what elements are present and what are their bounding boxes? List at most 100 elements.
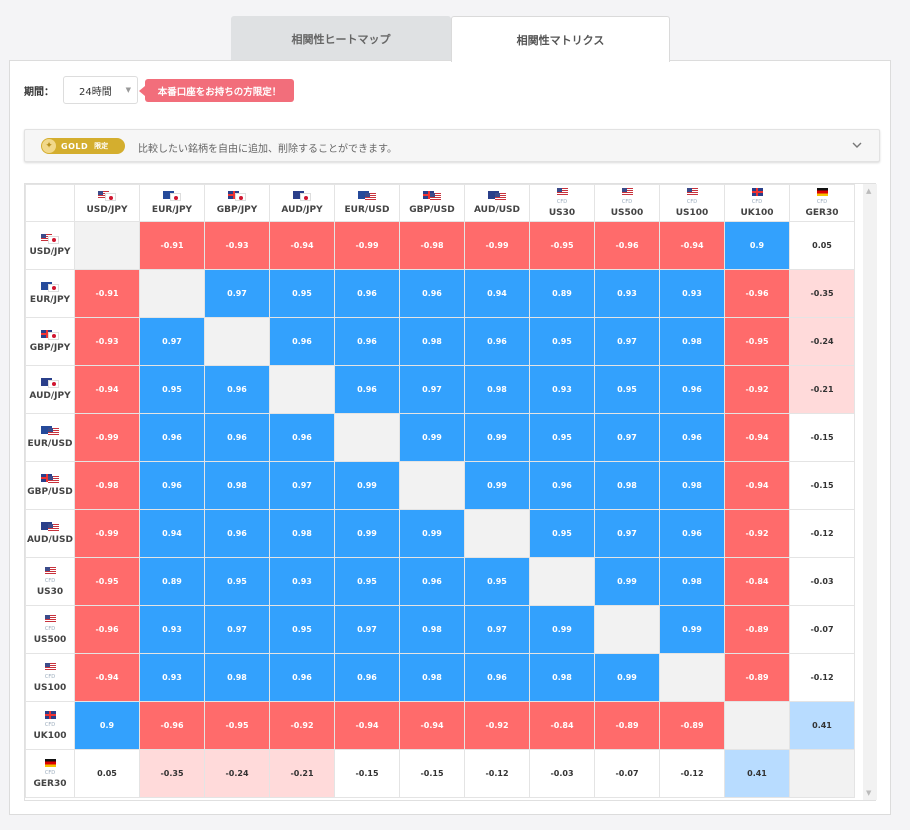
- column-header-gbp-jpy: GBP/JPY: [204, 184, 270, 222]
- diagonal-cell: [204, 317, 270, 366]
- correlation-cell: 0.96: [334, 269, 400, 318]
- gold-badge-sub: 限定: [94, 142, 109, 150]
- correlation-cell: -0.96: [139, 701, 205, 750]
- correlation-cell: -0.89: [659, 701, 725, 750]
- us-flag-icon: [48, 427, 59, 436]
- jp-flag-icon: [48, 283, 59, 292]
- correlation-cell: 0.96: [139, 413, 205, 462]
- correlation-cell: -0.84: [724, 557, 790, 606]
- chevron-down-icon: ▼: [125, 86, 131, 94]
- instrument-label: GER30: [33, 778, 67, 789]
- us-flag-icon: [44, 662, 56, 671]
- us-flag-icon: [495, 193, 506, 202]
- correlation-cell: 0.97: [399, 365, 465, 414]
- correlation-cell: -0.24: [204, 749, 270, 798]
- correlation-cell: 0.96: [334, 365, 400, 414]
- correlation-cell: 0.99: [399, 413, 465, 462]
- correlation-cell: -0.99: [74, 413, 140, 462]
- diagonal-cell: [529, 557, 595, 606]
- correlation-cell: -0.35: [139, 749, 205, 798]
- cfd-tag: CFD: [751, 199, 763, 205]
- diagonal-cell: [594, 605, 660, 654]
- correlation-cell: 0.96: [529, 461, 595, 510]
- jp-flag-icon: [48, 331, 59, 340]
- correlation-cell: 0.99: [659, 605, 725, 654]
- correlation-cell: 0.95: [139, 365, 205, 414]
- correlation-cell: -0.35: [789, 269, 855, 318]
- diagonal-cell: [724, 701, 790, 750]
- correlation-cell: -0.91: [74, 269, 140, 318]
- period-select-value: 24時間: [79, 86, 112, 98]
- scroll-down-icon[interactable]: ▼: [866, 789, 872, 797]
- correlation-cell: 0.99: [594, 557, 660, 606]
- correlation-cell: 0.96: [659, 365, 725, 414]
- instrument-label: GBP/JPY: [216, 204, 258, 215]
- column-header-eur-jpy: EUR/JPY: [139, 184, 205, 222]
- row-header-gbp-jpy: GBP/JPY: [25, 317, 75, 366]
- correlation-cell: -0.94: [399, 701, 465, 750]
- correlation-cell: 0.96: [139, 461, 205, 510]
- gold-feature-bar[interactable]: ✦ GOLD 限定 比較したい銘柄を自由に追加、削除することができます。: [24, 129, 880, 162]
- correlation-cell: -0.12: [464, 749, 530, 798]
- instrument-label: USD/JPY: [86, 204, 128, 215]
- diagonal-cell: [74, 221, 140, 270]
- column-header-us30: CFD US30: [529, 184, 595, 222]
- us-flag-icon: [621, 188, 633, 196]
- correlation-cell: 0.98: [399, 653, 465, 702]
- correlation-cell: 0.93: [139, 653, 205, 702]
- correlation-cell: 0.98: [464, 365, 530, 414]
- correlation-cell: -0.03: [529, 749, 595, 798]
- table-row: CFD US30 -0.95 0.89 0.95 0.93 0.95 0.96 0.95 0.99…: [25, 557, 855, 606]
- scroll-up-icon[interactable]: ▲: [866, 187, 872, 195]
- instrument-label: AUD/JPY: [29, 391, 71, 402]
- correlation-cell: -0.94: [334, 701, 400, 750]
- column-header-us500: CFD US500: [594, 184, 660, 222]
- instrument-label: US30: [548, 208, 576, 218]
- vertical-scrollbar[interactable]: ▲ ▼: [863, 184, 877, 800]
- correlation-cell: -0.96: [724, 269, 790, 318]
- correlation-cell: -0.98: [399, 221, 465, 270]
- correlation-cell: 0.98: [399, 605, 465, 654]
- tab-correlation-matrix[interactable]: 相関性マトリクス: [451, 16, 670, 62]
- column-header-ger30: CFD GER30: [789, 184, 855, 222]
- table-row: CFD US500 -0.96 0.93 0.97 0.95 0.97 0.98 0.97 0.9…: [25, 605, 855, 654]
- diagonal-cell: [139, 269, 205, 318]
- correlation-cell: 0.97: [594, 509, 660, 558]
- correlation-cell: 0.9: [724, 221, 790, 270]
- gb-flag-icon: [41, 329, 52, 338]
- cfd-tag: CFD: [686, 199, 698, 205]
- row-header-usd-jpy: USD/JPY: [25, 221, 75, 270]
- correlation-cell: 0.41: [789, 701, 855, 750]
- cfd-tag: CFD: [44, 625, 56, 632]
- correlation-cell: -0.98: [74, 461, 140, 510]
- correlation-cell: 0.96: [204, 509, 270, 558]
- chevron-down-icon[interactable]: [851, 139, 863, 151]
- correlation-cell: -0.12: [659, 749, 725, 798]
- correlation-cell: 0.96: [464, 317, 530, 366]
- correlation-cell: 0.97: [334, 605, 400, 654]
- correlation-cell: 0.95: [269, 269, 335, 318]
- row-header-ger30: CFD GER30: [25, 749, 75, 798]
- correlation-cell: -0.93: [74, 317, 140, 366]
- correlation-table: USD/JPY EUR/JPY GBP/JPY AUD/JPY EUR/USD GBP/U…: [25, 184, 855, 798]
- correlation-cell: 0.9: [74, 701, 140, 750]
- correlation-cell: 0.95: [464, 557, 530, 606]
- table-row: CFD UK100 0.9 -0.96 -0.95 -0.92 -0.94 -0.94 -0.9…: [25, 701, 855, 750]
- row-header-us100: CFD US100: [25, 653, 75, 702]
- instrument-label: EUR/JPY: [29, 295, 71, 306]
- eu-flag-icon: [358, 191, 369, 200]
- instrument-label: AUD/USD: [473, 204, 520, 215]
- cfd-tag: CFD: [816, 199, 828, 205]
- correlation-cell: -0.21: [269, 749, 335, 798]
- correlation-cell: 0.96: [204, 413, 270, 462]
- correlation-cell: -0.95: [74, 557, 140, 606]
- correlation-cell: -0.99: [334, 221, 400, 270]
- correlation-cell: 0.97: [594, 413, 660, 462]
- us-flag-icon: [430, 193, 441, 202]
- correlation-cell: 0.05: [74, 749, 140, 798]
- gold-feature-text: 比較したい銘柄を自由に追加、削除することができます。: [138, 144, 397, 155]
- correlation-cell: 0.98: [269, 509, 335, 558]
- correlation-cell: -0.94: [74, 365, 140, 414]
- period-select[interactable]: 24時間 ▼: [63, 76, 138, 104]
- tab-correlation-heatmap[interactable]: 相関性ヒートマップ: [231, 16, 451, 61]
